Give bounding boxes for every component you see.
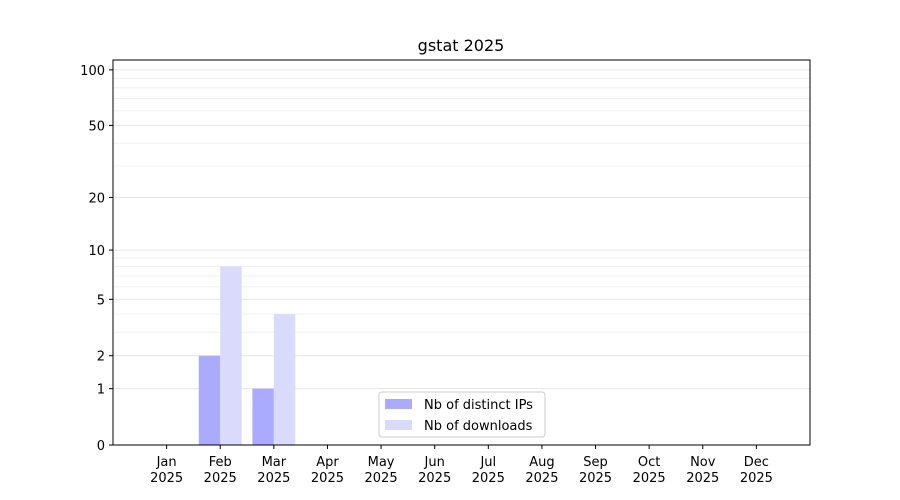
x-tick-label: Aug 2025 <box>525 455 558 486</box>
bar <box>273 314 296 445</box>
bar <box>198 355 221 445</box>
x-tick-label: Dec 2025 <box>740 455 773 486</box>
x-tick-label: Mar 2025 <box>257 455 290 486</box>
plot-frame <box>112 59 811 446</box>
y-tick-label: 20 <box>88 192 105 207</box>
x-tick-label: Sep 2025 <box>579 455 612 486</box>
y-tick-label: 1 <box>97 383 105 398</box>
chart-title: gstat 2025 <box>418 36 505 55</box>
legend-label: Nb of downloads <box>424 419 533 434</box>
x-tick-label: Oct 2025 <box>633 455 666 486</box>
legend-swatch <box>385 399 412 409</box>
y-tick-label: 5 <box>97 293 105 308</box>
y-tick-label: 0 <box>97 439 105 454</box>
bar <box>252 388 274 445</box>
legend-box <box>378 391 546 438</box>
x-tick-label: Jan 2025 <box>150 455 183 486</box>
x-tick-label: Jul 2025 <box>472 455 505 486</box>
legend-label: Nb of distinct IPs <box>424 398 533 413</box>
x-tick-label: Feb 2025 <box>204 455 237 486</box>
x-tick-label: May 2025 <box>365 455 398 486</box>
bar <box>220 266 242 445</box>
x-tick-label: Jun 2025 <box>418 455 451 486</box>
legend-swatch <box>385 420 412 430</box>
x-tick-label: Apr 2025 <box>311 455 344 486</box>
y-tick-label: 100 <box>80 64 105 79</box>
y-tick-label: 50 <box>88 119 105 134</box>
x-tick-label: Nov 2025 <box>686 455 719 486</box>
y-tick-label: 2 <box>97 350 105 365</box>
y-tick-label: 10 <box>88 244 105 259</box>
